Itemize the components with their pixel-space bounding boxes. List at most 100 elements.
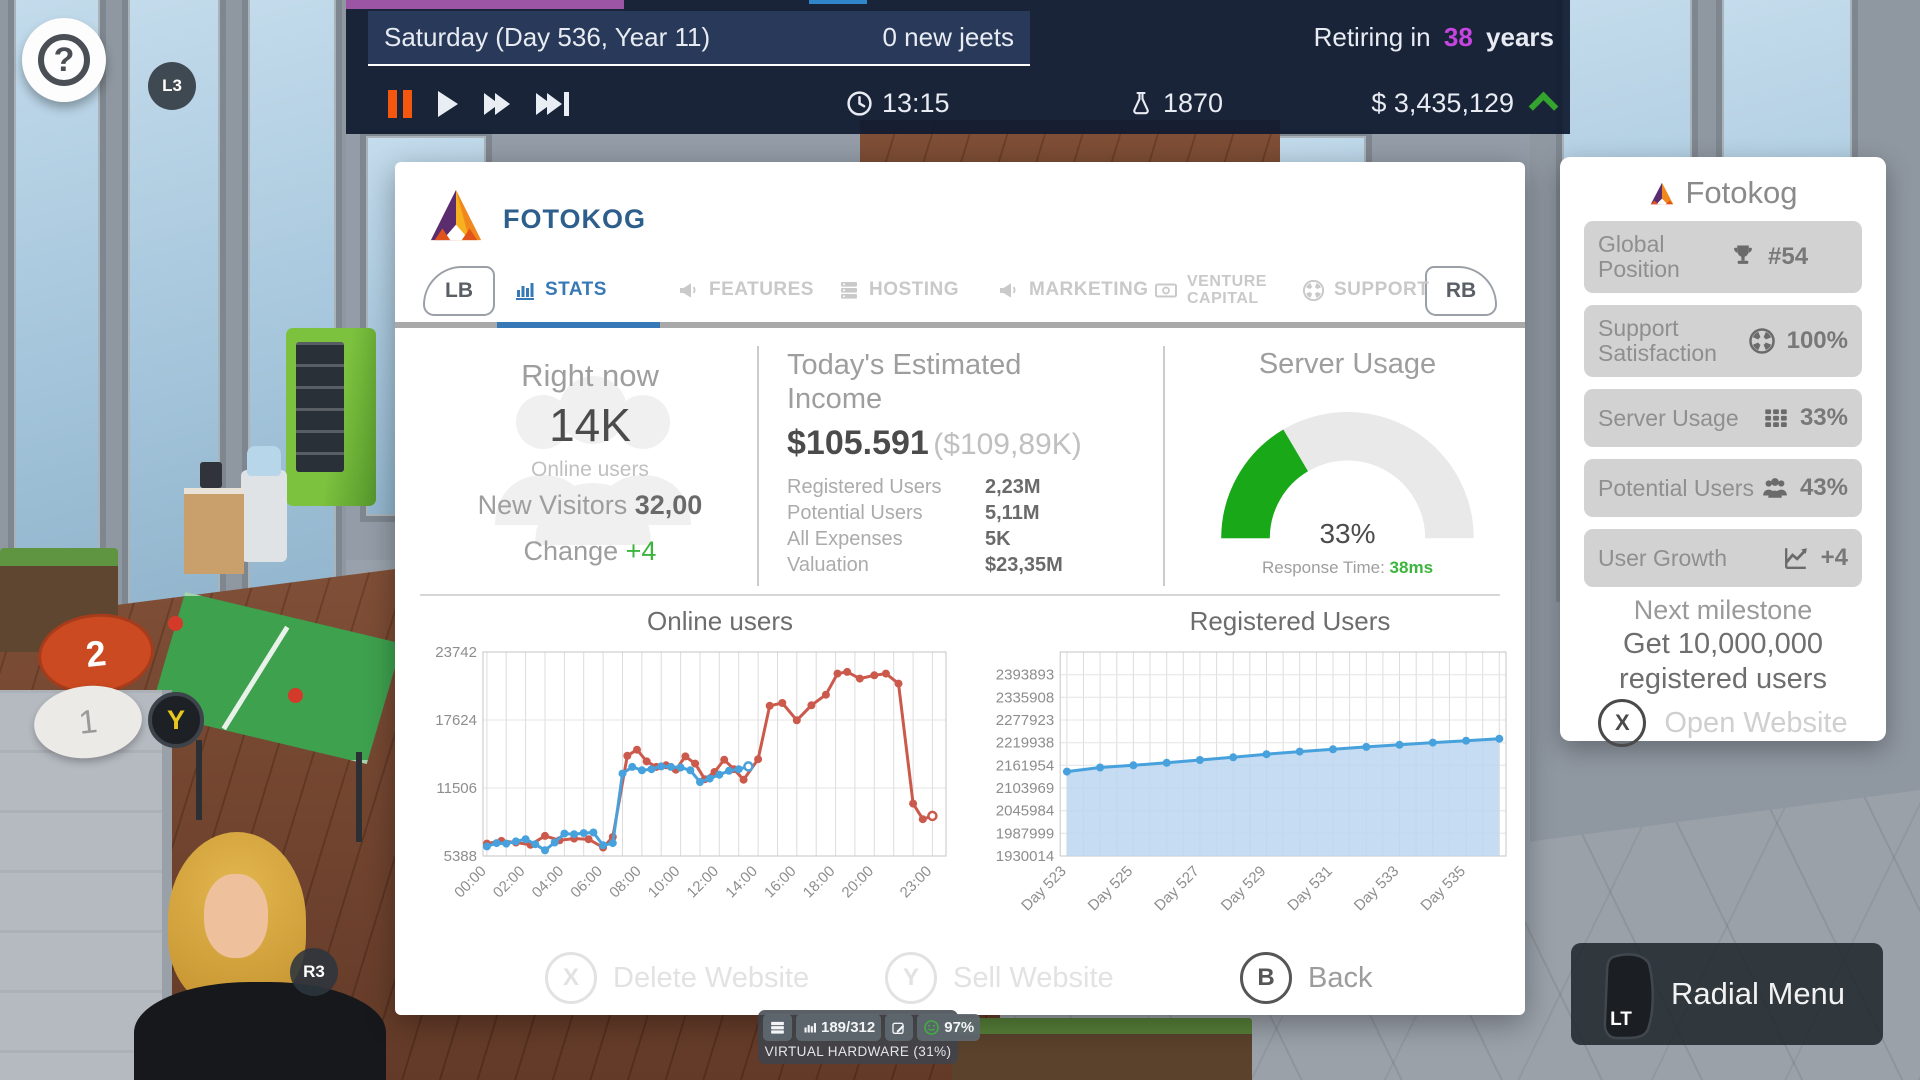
virtual-hardware-badge[interactable]: 189/312 97% VIRTUAL HARDWARE (31%) [758, 1010, 981, 1064]
stat-label: User Growth [1598, 544, 1728, 571]
life-ring-icon [1302, 279, 1325, 301]
lb-bumper-hint[interactable]: LB [423, 266, 495, 316]
tab-label: FEATURES [709, 279, 814, 300]
website-dialog: FOTOKOG LB RB STATS FEATURES HOSTING MAR… [395, 162, 1525, 1015]
stat-value: +4 [1820, 544, 1848, 571]
income-table: Registered Users 2,23M Potential Users 5,1… [787, 476, 1147, 580]
tab-stats[interactable]: STATS [513, 266, 607, 314]
server-pill [763, 1014, 792, 1041]
stat-label: Support Satisfaction [1598, 315, 1717, 366]
change-value: +4 [625, 536, 657, 566]
play-button[interactable] [438, 91, 458, 117]
svg-text:1987999: 1987999 [996, 825, 1054, 842]
table-leg [356, 752, 362, 842]
tab-label: SUPPORT [1334, 279, 1430, 300]
tab-venture-capital[interactable]: VENTURE CAPITAL [1153, 266, 1267, 314]
income-row-value: 2,23M [985, 476, 1041, 498]
r3-button-hint[interactable]: R3 [290, 948, 338, 996]
server-usage-gauge: 33% [1220, 410, 1475, 549]
income-row-label: All Expenses [787, 528, 903, 550]
server-usage-title: Server Usage [1258, 348, 1437, 380]
right-now-panel: Right now 14K Online users New Visitors … [425, 340, 755, 592]
server-usage-panel: Server Usage 33% Response Time: 38ms [1190, 340, 1505, 592]
users-icon [1763, 478, 1787, 498]
svg-text:16:00: 16:00 [761, 863, 800, 902]
server-icon [771, 1021, 784, 1034]
sidebar-title: Fotokog [1685, 175, 1798, 210]
open-website-button[interactable]: X Open Website [1560, 699, 1886, 747]
stat-value: #54 [1768, 243, 1809, 270]
megaphone-icon [680, 283, 696, 298]
chart-title: Registered Users [1189, 606, 1391, 636]
vending-machine-front [296, 342, 344, 472]
skip-button[interactable] [536, 92, 569, 116]
money-readout[interactable]: $ 3,435,129 [1371, 88, 1559, 122]
income-row-value: $23,35M [985, 554, 1063, 576]
stat-value: 43% [1799, 474, 1848, 501]
tab-features[interactable]: FEATURES [677, 266, 814, 314]
stat-potential-users: Potential Users 43% [1584, 459, 1862, 517]
l3-button-hint[interactable]: L3 [148, 62, 196, 110]
registered-users-chart: 2393893 2335908 2277923 2219938 2161954 21039… [996, 651, 1507, 915]
svg-text:Day 525: Day 525 [1085, 863, 1137, 915]
svg-text:23742: 23742 [435, 644, 477, 661]
income-panel: Today's Estimated Income $105.591 ($109,… [787, 340, 1157, 592]
retiring-suffix: years [1486, 22, 1554, 52]
income-row-label: Registered Users [787, 476, 942, 498]
table-leg [196, 740, 202, 820]
sell-website-label: Sell Website [953, 961, 1114, 994]
website-logo-small [1651, 182, 1674, 205]
radial-menu-label: Radial Menu [1671, 976, 1846, 1011]
online-users-value: 14K [549, 399, 631, 451]
sell-website-button[interactable]: Y Sell Website [885, 952, 1114, 1004]
back-label: Back [1308, 961, 1373, 994]
retirement-countdown: Retiring in 38 years [1314, 11, 1554, 64]
radial-menu-button[interactable]: LT Radial Menu [1571, 943, 1883, 1045]
stat-global-position: Global Position #54 [1584, 221, 1862, 293]
tab-hosting[interactable]: HOSTING [837, 266, 959, 314]
svg-text:Day 535: Day 535 [1417, 863, 1469, 915]
response-time-label: Response Time: [1261, 558, 1385, 577]
back-button[interactable]: B Back [1240, 952, 1372, 1004]
stat-value: 33% [1799, 404, 1848, 431]
pause-button[interactable] [388, 90, 412, 118]
online-users-caption: Online users [531, 458, 649, 481]
tab-support[interactable]: SUPPORT [1301, 266, 1429, 314]
secondary-progress-bar [809, 0, 867, 4]
flask-icon [1133, 91, 1149, 115]
svg-text:2045984: 2045984 [996, 803, 1054, 820]
sidebar-title-row: Fotokog [1560, 175, 1886, 211]
svg-text:1930014: 1930014 [996, 848, 1054, 865]
open-website-label: Open Website [1664, 706, 1848, 739]
svg-text:Day 531: Day 531 [1284, 863, 1336, 915]
fast-forward-button[interactable] [484, 93, 510, 115]
tab-marketing[interactable]: MARKETING [997, 266, 1149, 314]
research-readout: 1870 [1128, 88, 1223, 119]
svg-text:12:00: 12:00 [684, 863, 723, 902]
help-button[interactable]: ? [22, 18, 106, 102]
website-logo [430, 189, 482, 241]
new-jeets-counter[interactable]: 0 new jeets [882, 22, 1014, 52]
delete-website-button[interactable]: X Delete Website [545, 952, 809, 1004]
planter-box [952, 1034, 1252, 1080]
income-value-alt: ($109,89K) [933, 428, 1082, 461]
svg-text:04:00: 04:00 [529, 863, 568, 902]
components-counter: 189/312 [821, 1019, 876, 1036]
new-visitors-row: New Visitors 32,00 [425, 490, 755, 521]
income-row: All Expenses 5K [787, 528, 1147, 554]
svg-text:5388: 5388 [444, 848, 477, 865]
income-row: Registered Users 2,23M [787, 476, 1147, 502]
stat-support-satisfaction: Support Satisfaction 100% [1584, 305, 1862, 377]
stat-server-usage: Server Usage 33% [1584, 389, 1862, 447]
section-divider [420, 594, 1500, 596]
panel-divider [757, 346, 759, 586]
stat-label: Server Usage [1598, 404, 1739, 431]
y-button-hint[interactable]: Y [148, 692, 204, 748]
growth-chart-icon [1784, 548, 1807, 569]
svg-text:23:00: 23:00 [897, 863, 936, 902]
income-row-value: 5,11M [985, 502, 1040, 524]
stat-label: Potential Users [1598, 474, 1754, 501]
rb-bumper-hint[interactable]: RB [1425, 266, 1497, 316]
retiring-years: 38 [1443, 22, 1473, 52]
tab-label: MARKETING [1029, 279, 1149, 300]
